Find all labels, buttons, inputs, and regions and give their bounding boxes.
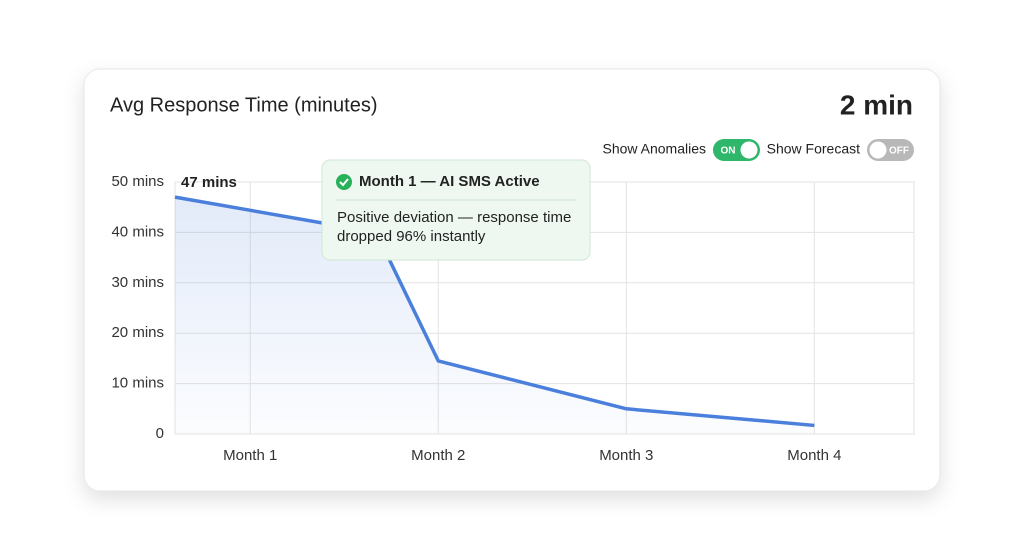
toggle-state: OFF: [889, 146, 909, 157]
tooltip-body: Positive deviation — response time: [337, 209, 571, 226]
y-tick-label: 30 mins: [111, 274, 164, 291]
control-label: Show Forecast: [767, 141, 860, 157]
value-label: 47 mins: [181, 174, 237, 191]
tooltip: Month 1 — AI SMS Active Positive deviati…: [321, 159, 591, 261]
check-mark: [339, 178, 349, 187]
x-tick-label: Month 3: [599, 447, 653, 464]
x-tick-label: Month 4: [787, 447, 841, 464]
check-icon: [336, 174, 352, 190]
toggle-state: ON: [721, 146, 736, 157]
control-label: Show Anomalies: [602, 141, 706, 157]
y-tick-label: 50 mins: [111, 173, 164, 190]
y-tick-label: 20 mins: [111, 324, 164, 341]
y-tick-label: 10 mins: [111, 375, 164, 392]
line: [174, 195, 815, 428]
toggle-knob: [740, 141, 758, 159]
controls: Show Anomalies ON Show Forecast OFF: [602, 139, 914, 161]
card-title: Avg Response Time (minutes): [110, 94, 378, 116]
x-tick-label: Month 1: [223, 447, 277, 464]
y-tick-label: 0: [156, 425, 164, 442]
x-tick-label: Month 2: [411, 447, 465, 464]
y-tick-label: 40 mins: [111, 223, 164, 240]
tooltip-box: [321, 159, 591, 261]
toggle[interactable]: ON: [713, 139, 760, 161]
kpi: 2 min: [840, 89, 913, 120]
tooltip-title: Month 1 — AI SMS Active: [359, 173, 540, 190]
tooltip-body: dropped 96% instantly: [337, 228, 486, 245]
toggle-knob: [869, 141, 887, 159]
toggle[interactable]: OFF: [867, 139, 914, 161]
